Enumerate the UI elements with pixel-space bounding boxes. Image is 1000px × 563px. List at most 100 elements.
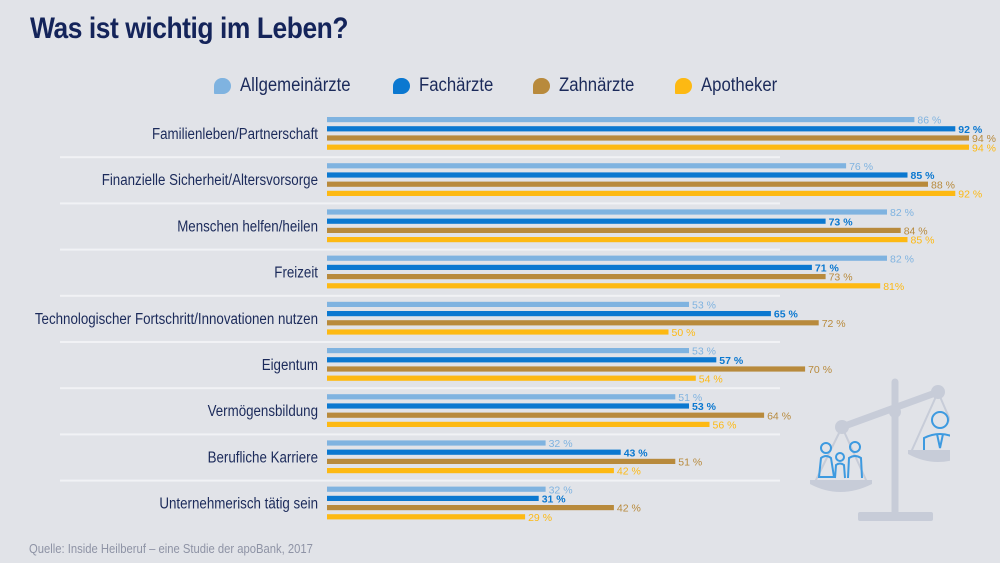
bar	[327, 181, 928, 187]
data-label: 84 %	[904, 226, 928, 238]
bar	[327, 264, 812, 270]
family-icon	[817, 441, 863, 479]
bar	[327, 421, 710, 427]
category-label: Berufliche Karriere	[208, 449, 318, 466]
group-separator	[60, 341, 780, 343]
data-label: 42 %	[617, 466, 641, 478]
data-label: 53 %	[692, 401, 717, 413]
data-label: 31 %	[542, 494, 567, 506]
legend-item-allgemeinaerzte: Allgemeinärzte	[214, 73, 366, 99]
data-label: 86 %	[917, 115, 941, 127]
group-separator	[60, 387, 780, 390]
category-label: Vermögensbildung	[208, 403, 318, 420]
bar	[327, 135, 969, 141]
group-separator	[60, 433, 780, 436]
data-label: 92 %	[958, 189, 982, 201]
data-label: 73 %	[829, 272, 853, 284]
doctor-icon	[923, 411, 950, 450]
data-label: 65 %	[774, 309, 799, 321]
bar	[327, 357, 717, 363]
bar	[327, 311, 771, 317]
data-label: 85 %	[911, 170, 936, 182]
data-label: 85 %	[911, 235, 935, 247]
bar	[327, 274, 826, 280]
chart-title: Was ist wichtig im Leben?	[30, 12, 349, 45]
bar	[327, 495, 539, 501]
data-label: 82 %	[890, 253, 914, 265]
balance-scale-icon	[810, 378, 950, 521]
legend-swatch-icon	[533, 78, 550, 94]
category-label: Unternehmerisch tätig sein	[159, 496, 318, 513]
data-label: 73 %	[829, 216, 854, 228]
data-label: 82 %	[890, 207, 914, 219]
bar	[327, 394, 676, 400]
data-label: 94 %	[972, 133, 996, 145]
bar	[327, 320, 819, 326]
data-label: 43 %	[624, 447, 649, 459]
bar	[327, 144, 969, 150]
group-separator	[60, 202, 780, 205]
legend-item-zahnaerzte: Zahnärzte	[533, 73, 645, 99]
bar	[327, 126, 956, 132]
category-label: Freizeit	[274, 265, 318, 282]
group-separator	[60, 156, 780, 159]
data-label: 76 %	[849, 161, 873, 173]
source-note: Quelle: Inside Heilberuf – eine Studie d…	[29, 542, 313, 556]
data-label: 51 %	[678, 392, 702, 404]
bar	[327, 486, 546, 492]
data-label: 56 %	[713, 420, 737, 432]
data-label: 72 %	[822, 318, 846, 330]
data-label: 53 %	[692, 300, 716, 312]
category-label: Menschen helfen/heilen	[177, 218, 318, 235]
legend-label: Fachärzte	[419, 75, 494, 96]
bar	[327, 505, 614, 511]
legend-swatch-icon	[675, 78, 692, 94]
data-label: 57 %	[719, 355, 744, 367]
data-label: 53 %	[692, 346, 716, 358]
bar	[327, 412, 765, 418]
bar	[327, 283, 881, 289]
bar	[327, 163, 847, 169]
data-label: 88 %	[931, 179, 955, 191]
bar	[327, 301, 689, 307]
data-label: 81%	[883, 281, 904, 293]
bar	[327, 227, 901, 233]
legend-item-apotheker: Apotheker	[675, 73, 788, 99]
group-separator	[60, 248, 780, 251]
data-label: 42 %	[617, 503, 641, 515]
bar	[327, 458, 676, 464]
bar	[327, 514, 526, 520]
legend-swatch-icon	[393, 78, 410, 94]
category-label: Eigentum	[262, 357, 318, 374]
bar	[327, 449, 621, 455]
bar	[327, 468, 614, 474]
category-label: Familienleben/Partnerschaft	[152, 126, 319, 143]
bar	[327, 237, 908, 243]
bar	[327, 366, 806, 372]
bar	[327, 375, 696, 381]
bar	[327, 440, 546, 446]
legend-label: Allgemeinärzte	[240, 75, 351, 96]
legend-item-fachaerzte: Fachärzte	[393, 73, 503, 99]
bar	[327, 117, 915, 123]
category-label: Finanzielle Sicherheit/Altersvorsorge	[102, 172, 318, 189]
data-label: 50 %	[672, 327, 696, 339]
category-label: Technologischer Fortschritt/Innovationen…	[35, 311, 318, 328]
data-label: 94 %	[972, 142, 996, 154]
legend: Allgemeinärzte Fachärzte Zahnärzte Apoth…	[0, 73, 1000, 101]
bar	[327, 403, 689, 409]
data-label: 70 %	[808, 364, 832, 376]
data-label: 51 %	[678, 457, 702, 469]
group-separator	[60, 294, 780, 297]
data-label: 32 %	[549, 484, 573, 496]
data-label: 71 %	[815, 263, 840, 275]
data-label: 32 %	[549, 438, 573, 450]
legend-label: Zahnärzte	[559, 75, 635, 96]
data-label: 54 %	[699, 373, 723, 385]
data-label: 92 %	[958, 124, 983, 136]
data-label: 29 %	[528, 512, 552, 524]
bar	[327, 190, 956, 196]
legend-swatch-icon	[214, 78, 231, 94]
legend-label: Apotheker	[701, 75, 778, 96]
